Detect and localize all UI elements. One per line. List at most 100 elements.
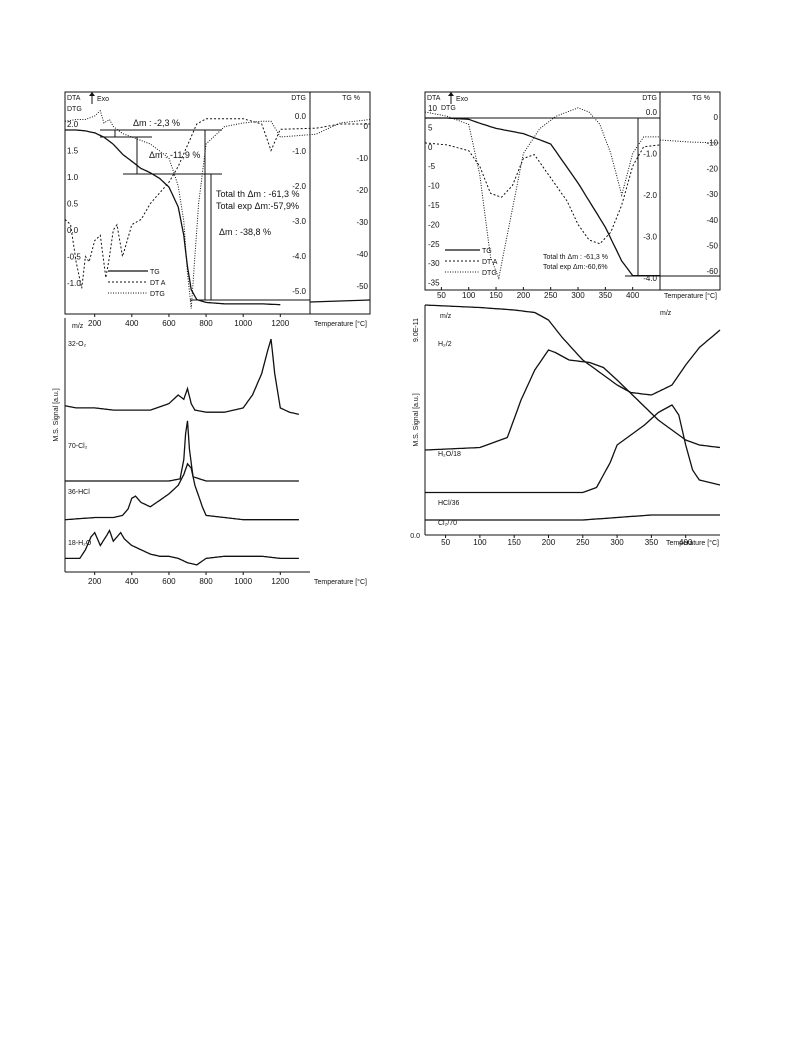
right-top-dta-tick: -20 (428, 220, 440, 229)
left-top-annotation-1: Δm : -2,3 % (133, 118, 180, 128)
right-top-dta-tick: -25 (428, 240, 440, 249)
right-top-tg-line (425, 117, 660, 277)
left-top-dta-line (64, 118, 370, 289)
right-ms-xtick: 50 (441, 538, 450, 547)
right-top-legend: TG DT A DTG (445, 248, 498, 277)
left-top-tg-tick: -30 (356, 218, 368, 227)
left-ms-xtick: 800 (199, 577, 213, 586)
right-top-legend-entry: TG (482, 248, 492, 255)
left-ms-series-label: 32-O₂ (68, 341, 87, 348)
left-top-xunit: Temperature [°C] (314, 320, 367, 328)
right-ms-ytick-top: 9.0E-11 (413, 318, 420, 342)
left-top-legend-entry: DTG (150, 291, 165, 298)
left-ms-xtick: 600 (162, 577, 176, 586)
right-top-xtick: 250 (544, 291, 558, 300)
left-top-tg-tick: -50 (356, 282, 368, 291)
left-ms-series-label: 70-Cl₂ (68, 443, 88, 450)
left-ms-panel: 200 400 600 800 1000 1200 Temperature [°C] M.S.… (53, 318, 367, 586)
right-top-dta-tick: -10 (428, 182, 440, 191)
left-ms-xtick: 1200 (271, 577, 289, 586)
left-top-xtick: 600 (162, 319, 176, 328)
left-top-xtick: 800 (199, 319, 213, 328)
right-top-dtg-line (424, 107, 660, 280)
left-ms-xunit: Temperature [°C] (314, 578, 367, 586)
right-ms-series-label: Cl₂/70 (438, 520, 457, 527)
right-top-tg-tick: -20 (706, 164, 718, 173)
left-top-dta-tick: -0.5 (67, 253, 81, 262)
left-ms-xtick: 200 (88, 577, 102, 586)
right-top-tg-tick: -40 (706, 216, 718, 225)
right-top-exo-label: Exo (456, 96, 468, 103)
right-ms-line-2 (425, 404, 721, 494)
left-top-tg-line (65, 129, 281, 306)
left-top-tg-tick: -20 (356, 186, 368, 195)
left-top-dtg-tick: -4.0 (292, 252, 306, 261)
right-top-dtg-tick: -4.0 (643, 274, 657, 283)
left-ms-series-label: 36-HCl (68, 489, 90, 496)
right-top-dta-tick: -15 (428, 201, 440, 210)
left-top-xtick: 200 (88, 319, 102, 328)
left-ms-line-2 (64, 462, 299, 521)
right-top-tg-tick: -60 (706, 267, 718, 276)
right-ms-mz-label-right: m/z (660, 310, 672, 317)
right-top-xtick: 350 (599, 291, 613, 300)
right-top-dtg-axis-label: DTG (642, 95, 657, 102)
left-top-dtg-axis-label: DTG (291, 95, 306, 102)
left-top-xtick: 1000 (234, 319, 252, 328)
left-top-dtg-tick: -1.0 (292, 147, 306, 156)
right-top-exo-arrowhead-icon (448, 92, 454, 96)
left-ms-xtick: 400 (125, 577, 139, 586)
right-ms-xtick: 150 (508, 538, 522, 547)
right-ms-xtick: 250 (576, 538, 590, 547)
right-ms-xtick: 350 (645, 538, 659, 547)
left-ms-ylabel: M.S. Signal [a.u.] (53, 388, 60, 441)
right-top-xtick: 300 (571, 291, 585, 300)
left-ms-line-3 (65, 528, 299, 566)
right-top-xtick: 100 (462, 291, 476, 300)
left-top-dta-tick: 0.0 (67, 226, 79, 235)
left-top-exo-label: Exo (97, 96, 109, 103)
right-top-dtg-tick: 0.0 (646, 108, 658, 117)
right-top-dta-tick: 5 (428, 123, 433, 132)
right-top-dta-tick: -5 (428, 162, 436, 171)
left-top-tg-tick: -40 (356, 250, 368, 259)
right-top-xunit: Temperature [°C] (664, 292, 717, 300)
right-top-xtick: 50 (437, 291, 446, 300)
right-ms-line-3 (425, 514, 720, 521)
left-ms-xtick: 1000 (234, 577, 252, 586)
right-top-dtg-tick: -1.0 (643, 150, 657, 159)
right-top-dta-tick: -30 (428, 259, 440, 268)
left-top-dta-tick: 0.5 (67, 200, 79, 209)
left-top-annotation-3: Δm : -38,8 % (219, 227, 271, 237)
right-top-dta-tick: -35 (428, 279, 440, 288)
right-top-dta-label: DTA (427, 95, 441, 102)
right-top-dta-line (424, 142, 661, 245)
right-ms-series-label: H₂O/18 (438, 451, 461, 458)
right-top-dtg-small-label: DTG (441, 105, 456, 112)
right-top-xtick: 150 (489, 291, 503, 300)
right-ms-mz-label: m/z (440, 313, 452, 320)
right-ms-line-0 (424, 304, 721, 396)
left-top-annotation-5: Total exp Δm:-57,9% (216, 201, 299, 211)
right-top-tg-panel-line (659, 139, 721, 144)
left-top-tg-axis-label: TG % (342, 95, 360, 102)
right-top-dta-tick: 0 (428, 143, 433, 152)
right-top-tg-tick: -30 (706, 190, 718, 199)
left-top-dta-tick: 1.0 (67, 173, 79, 182)
right-top-annotation-1: Total th Δm : -61,3 % (543, 254, 608, 261)
right-top-annotation-2: Total exp Δm:-60,6% (543, 264, 608, 271)
right-top-dtg-tick: -3.0 (643, 233, 657, 242)
left-top-dtg-small-label: DTG (67, 106, 82, 113)
left-top-annotation-4: Total th Δm : -61,3 % (216, 189, 300, 199)
left-ms-line-0 (64, 338, 300, 416)
left-top-dtg-tick: 0.0 (295, 112, 307, 121)
left-top-dtg-line (64, 109, 371, 309)
right-ms-ylabel: M.S. Signal [a.u.] (413, 393, 420, 446)
right-thermal-panel: 50 100 150 200 250 300 350 400 Temperature [°C]1… (424, 91, 721, 300)
left-top-annotation-2: Δm : -11,9 % (149, 150, 200, 160)
left-top-dtg-tick: -5.0 (292, 287, 306, 296)
right-top-legend-entry: DTG (482, 270, 497, 277)
right-top-xtick: 400 (626, 291, 640, 300)
